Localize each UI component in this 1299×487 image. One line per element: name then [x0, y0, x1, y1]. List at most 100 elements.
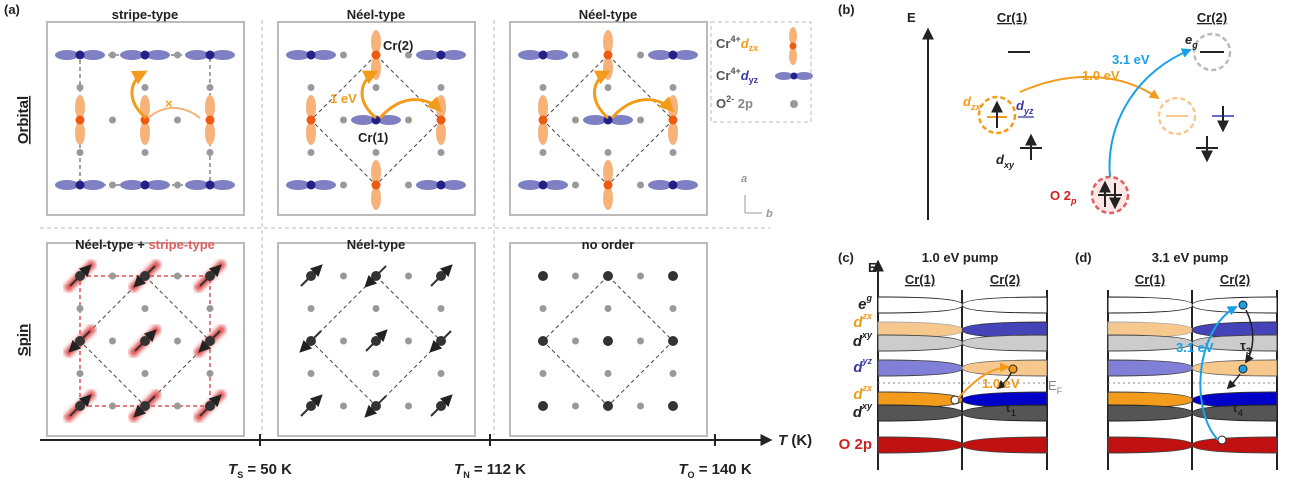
dyz-lobe: [416, 50, 440, 60]
oxygen-site: [174, 402, 181, 410]
t: zx: [749, 43, 759, 53]
cr-site: [75, 180, 85, 190]
dzx-lobe: [371, 186, 381, 210]
dyz-lobe: [518, 180, 542, 190]
dyz-lobe: [351, 115, 375, 125]
oxygen-site: [372, 149, 380, 156]
legend-box: [710, 21, 812, 123]
box-frame: [509, 21, 708, 216]
oxygen-site: [405, 116, 412, 124]
dyz-lobe: [583, 115, 607, 125]
t: 2p: [734, 96, 753, 111]
dzx-lobe: [668, 121, 678, 145]
oxygen-site: [109, 116, 116, 124]
oxygen-site: [372, 370, 380, 377]
cr-site: [436, 180, 446, 190]
oxygen-site: [572, 402, 579, 410]
oxygen-site: [307, 149, 315, 156]
t: τ: [1232, 400, 1238, 415]
cr-site: [205, 115, 215, 125]
panel-label: (b): [838, 2, 855, 17]
box-frame: [277, 242, 476, 437]
oxygen-site: [572, 272, 579, 280]
t: S: [237, 470, 243, 480]
legend-icons: [775, 27, 813, 108]
energy-label: E: [907, 10, 916, 25]
relaxation: [1226, 373, 1241, 390]
oxygen-site: [405, 181, 412, 189]
dyz-lobe: [544, 50, 568, 60]
site-label: Cr(2): [1197, 10, 1227, 25]
dos-band: [1107, 359, 1194, 377]
t: = 50 K: [243, 461, 292, 478]
level-label: dyz: [1016, 98, 1034, 116]
cr-site: [538, 50, 548, 60]
oxygen-site: [141, 84, 149, 91]
electron: [1008, 364, 1018, 374]
level-label: dyz: [853, 356, 872, 376]
oxygen-site: [76, 149, 84, 156]
spin-arrow: [430, 394, 453, 417]
axis-tick-label: TS = 50 K: [228, 461, 292, 480]
oxygen-site: [572, 181, 579, 189]
spin-arrow: [134, 329, 157, 352]
oxygen-site: [340, 337, 347, 345]
cr-site: [603, 50, 613, 60]
dyz-lobe: [674, 50, 698, 60]
title-part: stripe-type: [148, 237, 214, 252]
oxygen-site: [669, 84, 677, 91]
lattice-box: [277, 21, 476, 216]
t: xy: [861, 330, 873, 340]
t: O: [688, 470, 695, 480]
cr-site: [538, 401, 548, 411]
site-label: Cr(1): [997, 10, 1027, 25]
t: d: [853, 359, 863, 376]
oxygen-site: [372, 84, 380, 91]
oxygen-site: [206, 305, 214, 312]
axis-label: T (K): [778, 432, 812, 449]
t: (K): [787, 432, 812, 449]
oxygen-site: [572, 51, 579, 59]
t: e: [858, 296, 866, 313]
dyz-lobe: [416, 180, 440, 190]
level-label: dzx: [853, 311, 873, 331]
level-label: dxy: [853, 401, 873, 421]
t: 2-: [726, 94, 734, 104]
level-label: dxy: [853, 330, 873, 350]
oxygen-site: [174, 181, 181, 189]
spin-arrow: [69, 264, 92, 287]
cr-site: [371, 180, 381, 190]
spin-arrow: [199, 394, 222, 417]
oxygen-site: [76, 305, 84, 312]
t: τ: [1005, 400, 1011, 415]
dyz-lobe: [286, 180, 310, 190]
oxygen-site: [109, 402, 116, 410]
spin-arrow: [133, 395, 156, 418]
panel-title: Néel-type: [347, 7, 406, 22]
t: zx: [970, 102, 982, 112]
oxygen-site: [669, 305, 677, 312]
fermi-label: EF: [1048, 378, 1063, 396]
dzx-lobe: [205, 121, 215, 145]
relaxation: [996, 372, 1012, 390]
oxygen-site: [109, 51, 116, 59]
oxygen-site: [437, 149, 445, 156]
dos-band: [1191, 359, 1278, 377]
oxygen-site: [637, 51, 644, 59]
transition-label: 1.0 eV: [1082, 68, 1120, 83]
t: d: [853, 386, 863, 403]
cr-site: [140, 180, 150, 190]
dzx-lobe: [140, 121, 150, 145]
t: e: [1185, 32, 1192, 47]
energy-label: E: [868, 260, 877, 275]
dos-band: [877, 296, 964, 314]
oxygen-site: [109, 272, 116, 280]
oxygen-site: [637, 181, 644, 189]
oxygen-site: [539, 370, 547, 377]
site-label: Cr(1): [358, 130, 388, 145]
site-label: Cr(2): [383, 38, 413, 53]
dos-band: [961, 404, 1048, 422]
oxygen-site: [405, 51, 412, 59]
t: g: [866, 293, 873, 303]
row-label: Orbital: [15, 96, 32, 144]
